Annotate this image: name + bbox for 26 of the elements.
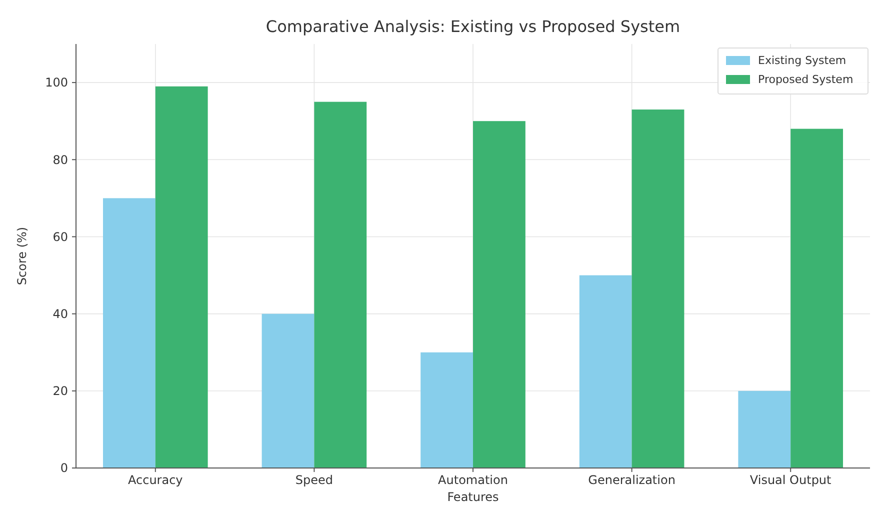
chart-title: Comparative Analysis: Existing vs Proposed System — [266, 17, 680, 36]
x-tick-label: Speed — [295, 473, 334, 487]
y-tick-label: 20 — [52, 384, 68, 398]
y-tick-label: 100 — [45, 76, 68, 90]
y-axis-title: Score (%) — [15, 226, 29, 286]
bar — [738, 390, 791, 468]
bar — [790, 128, 844, 468]
bar — [262, 314, 314, 468]
bar — [314, 102, 367, 468]
y-tick-label: 40 — [52, 307, 68, 322]
bar — [102, 198, 156, 468]
legend-label: Proposed System — [758, 73, 854, 86]
legend-label: Existing System — [758, 54, 846, 67]
y-tick-label: 80 — [52, 152, 68, 167]
bar — [579, 275, 632, 468]
x-tick-label: Accuracy — [128, 473, 183, 487]
bar — [632, 110, 684, 468]
x-tick-label: Automation — [438, 473, 508, 487]
x-tick-label: Visual Output — [750, 473, 832, 487]
x-axis-title: Features — [447, 490, 499, 504]
y-tick-label: 60 — [52, 230, 68, 244]
y-tick-label: 0 — [60, 461, 68, 476]
x-tick-label: Generalization — [588, 473, 676, 487]
bar — [420, 352, 473, 468]
bar — [155, 86, 208, 468]
bar — [473, 121, 526, 468]
